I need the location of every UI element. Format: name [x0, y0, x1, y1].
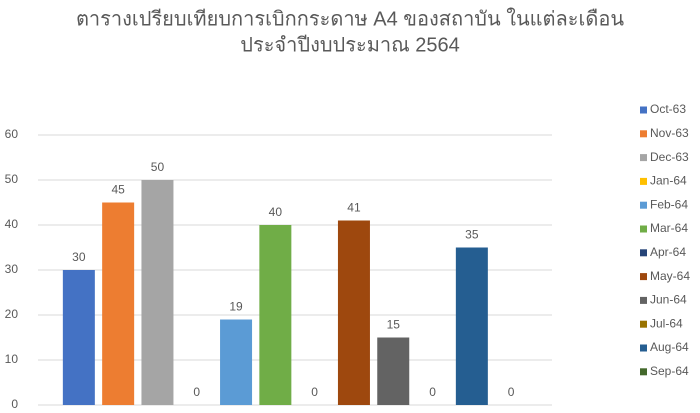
chart-title: ตารางเปรียบเทียบการเบิกกระดาษ A4 ของสถาบ…	[76, 7, 624, 30]
y-tick-label: 40	[5, 217, 19, 231]
legend-label: Dec-63	[650, 150, 689, 164]
chart-title: ประจำปีงบประมาณ 2564	[240, 34, 459, 56]
data-label: 0	[311, 385, 318, 399]
legend-label: Apr-64	[650, 245, 686, 259]
data-label: 15	[387, 318, 401, 332]
legend-swatch	[640, 320, 647, 328]
data-label: 40	[269, 205, 283, 219]
legend-swatch	[640, 296, 647, 304]
legend-label: Sep-64	[650, 364, 689, 378]
y-tick-label: 0	[11, 397, 18, 411]
data-label: 41	[347, 201, 361, 215]
legend-swatch	[640, 249, 647, 257]
legend-swatch	[640, 130, 647, 138]
bar	[220, 319, 253, 405]
legend-label: Jul-64	[650, 316, 683, 330]
legend-swatch	[640, 201, 647, 209]
legend-label: Feb-64	[650, 197, 688, 211]
y-tick-label: 20	[5, 307, 19, 321]
data-label: 30	[72, 250, 86, 264]
legend-swatch	[640, 225, 647, 233]
data-label: 0	[193, 385, 200, 399]
legend-label: Mar-64	[650, 221, 688, 235]
legend-label: Nov-63	[650, 126, 689, 140]
legend-label: May-64	[650, 269, 690, 283]
y-tick-label: 10	[5, 352, 19, 366]
y-tick-label: 60	[5, 127, 19, 141]
data-label: 35	[465, 228, 479, 242]
legend-swatch	[640, 344, 647, 352]
legend-swatch	[640, 368, 647, 376]
legend-swatch	[640, 177, 647, 185]
legend-swatch	[640, 273, 647, 281]
bar	[455, 247, 488, 405]
legend-swatch	[640, 154, 647, 162]
y-tick-label: 30	[5, 262, 19, 276]
bar	[337, 220, 370, 405]
bar	[102, 202, 135, 405]
y-tick-label: 50	[5, 172, 19, 186]
data-label: 45	[111, 183, 125, 197]
legend-label: Jan-64	[650, 174, 687, 188]
legend-label: Aug-64	[650, 340, 689, 354]
bar	[62, 270, 95, 405]
legend-swatch	[640, 106, 647, 114]
legend-label: Jun-64	[650, 293, 687, 307]
data-label: 0	[429, 385, 436, 399]
bar	[259, 225, 292, 405]
data-label: 19	[229, 300, 243, 314]
data-label: 50	[151, 160, 165, 174]
legend-label: Oct-63	[650, 102, 686, 116]
bar	[141, 180, 174, 405]
data-label: 0	[508, 385, 515, 399]
bar	[377, 337, 410, 405]
